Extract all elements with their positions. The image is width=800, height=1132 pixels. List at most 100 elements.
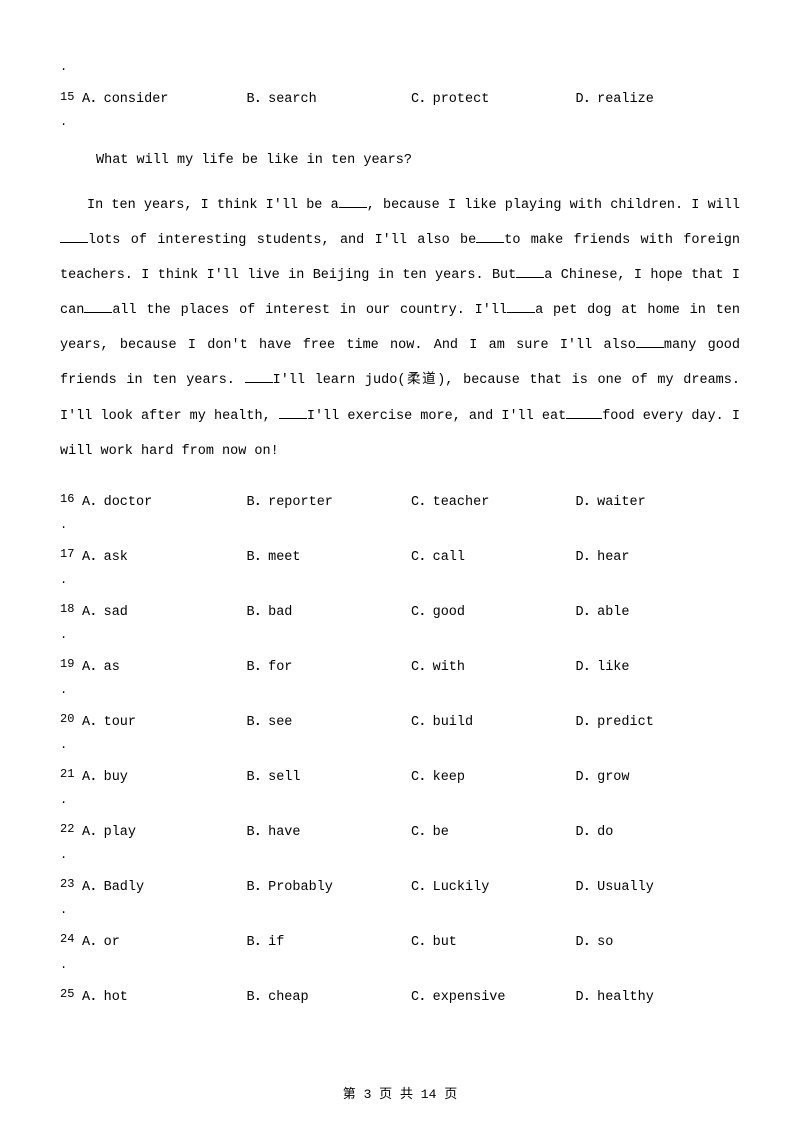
option-b: B．bad xyxy=(247,599,412,620)
question-dot: . xyxy=(60,903,740,917)
option-c: C．Luckily xyxy=(411,874,576,895)
passage-text: I'll exercise more, and I'll eat xyxy=(307,409,566,424)
page-footer: 第 3 页 共 14 页 xyxy=(0,1083,800,1102)
question-number: 23 xyxy=(60,877,82,891)
question-number: 25 xyxy=(60,987,82,1001)
options-row: A．ask B．meet C．call D．hear xyxy=(82,544,740,565)
question-23: 23 A．Badly B．Probably C．Luckily D．Usuall… xyxy=(60,874,740,895)
option-d: D．waiter xyxy=(576,489,741,510)
option-c: C．protect xyxy=(411,86,576,107)
option-d: D．predict xyxy=(576,709,741,730)
passage-text: all the places of interest in our countr… xyxy=(112,303,507,318)
passage-text: , because I like playing with children. … xyxy=(367,198,740,213)
options-row: A．tour B．see C．build D．predict xyxy=(82,709,740,730)
blank-8 xyxy=(245,382,273,383)
blank-5 xyxy=(84,312,112,313)
option-a: A．buy xyxy=(82,764,247,785)
question-dot: . xyxy=(60,958,740,972)
options-row: A．doctor B．reporter C．teacher D．waiter xyxy=(82,489,740,510)
options-row: A．consider B．search C．protect D．realize xyxy=(82,86,740,107)
option-d: D．grow xyxy=(576,764,741,785)
blank-1 xyxy=(339,207,367,208)
question-number: 17 xyxy=(60,547,82,561)
option-c: C．teacher xyxy=(411,489,576,510)
option-b: B．meet xyxy=(247,544,412,565)
option-a: A．sad xyxy=(82,599,247,620)
question-19: 19 A．as B．for C．with D．like xyxy=(60,654,740,675)
option-d: D．so xyxy=(576,929,741,950)
blank-4 xyxy=(516,277,544,278)
question-15: 15 A．consider B．search C．protect D．reali… xyxy=(60,86,740,107)
question-dot: . xyxy=(60,793,740,807)
options-row: A．as B．for C．with D．like xyxy=(82,654,740,675)
option-c: C．but xyxy=(411,929,576,950)
options-row: A．or B．if C．but D．so xyxy=(82,929,740,950)
option-a: A．doctor xyxy=(82,489,247,510)
question-18: 18 A．sad B．bad C．good D．able xyxy=(60,599,740,620)
option-d: D．Usually xyxy=(576,874,741,895)
option-c: C．keep xyxy=(411,764,576,785)
question-16: 16 A．doctor B．reporter C．teacher D．waite… xyxy=(60,489,740,510)
option-b: B．if xyxy=(247,929,412,950)
option-c: C．build xyxy=(411,709,576,730)
question-number: 15 xyxy=(60,90,82,104)
question-number: 19 xyxy=(60,657,82,671)
question-number: 18 xyxy=(60,602,82,616)
blank-3 xyxy=(476,242,504,243)
option-c: C．good xyxy=(411,599,576,620)
option-a: A．as xyxy=(82,654,247,675)
question-17: 17 A．ask B．meet C．call D．hear xyxy=(60,544,740,565)
option-a: A．consider xyxy=(82,86,247,107)
option-b: B．search xyxy=(247,86,412,107)
question-number: 20 xyxy=(60,712,82,726)
option-a: A．tour xyxy=(82,709,247,730)
option-b: B．cheap xyxy=(247,984,412,1005)
question-number: 22 xyxy=(60,822,82,836)
question-dot: . xyxy=(60,628,740,642)
blank-7 xyxy=(636,347,664,348)
option-b: B．sell xyxy=(247,764,412,785)
blank-9 xyxy=(279,418,307,419)
options-row: A．buy B．sell C．keep D．grow xyxy=(82,764,740,785)
question-dot: . xyxy=(60,738,740,752)
option-c: C．expensive xyxy=(411,984,576,1005)
passage-title: What will my life be like in ten years? xyxy=(60,153,740,168)
question-dot: . xyxy=(60,518,740,532)
passage-text: lots of interesting students, and I'll a… xyxy=(88,233,476,248)
option-b: B．for xyxy=(247,654,412,675)
options-row: A．sad B．bad C．good D．able xyxy=(82,599,740,620)
passage-text: In ten years, I think I'll be a xyxy=(87,198,339,213)
option-b: B．have xyxy=(247,819,412,840)
option-d: D．like xyxy=(576,654,741,675)
option-a: A．ask xyxy=(82,544,247,565)
blank-6 xyxy=(507,312,535,313)
option-b: B．see xyxy=(247,709,412,730)
option-a: A．play xyxy=(82,819,247,840)
option-b: B．reporter xyxy=(247,489,412,510)
question-22: 22 A．play B．have C．be D．do xyxy=(60,819,740,840)
options-row: A．play B．have C．be D．do xyxy=(82,819,740,840)
option-d: D．do xyxy=(576,819,741,840)
option-c: C．be xyxy=(411,819,576,840)
question-dot: . xyxy=(60,573,740,587)
trailing-dot: . xyxy=(60,60,740,74)
question-24: 24 A．or B．if C．but D．so xyxy=(60,929,740,950)
question-dot: . xyxy=(60,683,740,697)
question-21: 21 A．buy B．sell C．keep D．grow xyxy=(60,764,740,785)
options-row: A．Badly B．Probably C．Luckily D．Usually xyxy=(82,874,740,895)
question-number: 16 xyxy=(60,492,82,506)
option-c: C．call xyxy=(411,544,576,565)
option-d: D．hear xyxy=(576,544,741,565)
question-dot: . xyxy=(60,115,740,129)
question-25: 25 A．hot B．cheap C．expensive D．healthy xyxy=(60,984,740,1005)
question-number: 21 xyxy=(60,767,82,781)
blank-2 xyxy=(60,242,88,243)
option-b: B．Probably xyxy=(247,874,412,895)
question-20: 20 A．tour B．see C．build D．predict xyxy=(60,709,740,730)
option-a: A．hot xyxy=(82,984,247,1005)
option-d: D．realize xyxy=(576,86,741,107)
blank-10 xyxy=(566,418,602,419)
options-row: A．hot B．cheap C．expensive D．healthy xyxy=(82,984,740,1005)
question-dot: . xyxy=(60,848,740,862)
passage-body: In ten years, I think I'll be a , because… xyxy=(60,188,740,469)
